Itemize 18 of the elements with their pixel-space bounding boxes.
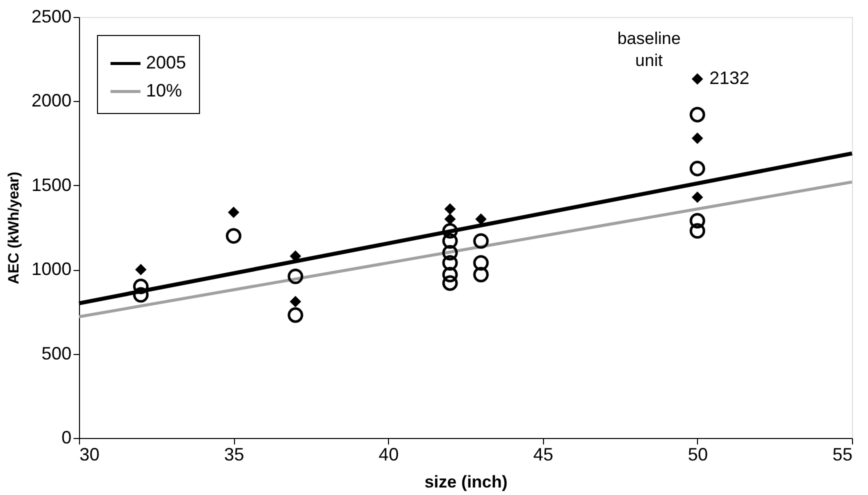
x-tick-label: 45 [533,444,554,464]
y-tick-label: 1500 [31,174,72,195]
legend-label: 10% [146,80,182,100]
y-tick-label: 0 [61,428,72,448]
annotation: 2132 [709,68,750,88]
legend-label: 2005 [146,52,186,72]
x-tick-label: 35 [224,444,244,464]
y-tick-label: 500 [41,343,72,364]
y-tick-label: 1000 [31,259,72,280]
y-axis-title: AEC (kWh/year) [5,172,22,284]
y-tick-label: 2000 [31,90,72,111]
x-tick-label: 40 [378,444,399,464]
x-tick-label: 50 [688,444,708,464]
x-tick-label: 55 [832,444,852,464]
x-axis-title: size (inch) [424,472,508,492]
y-tick-label: 2500 [31,6,72,26]
x-tick-label: 30 [80,444,100,464]
annotation: baseline unit [617,29,681,70]
